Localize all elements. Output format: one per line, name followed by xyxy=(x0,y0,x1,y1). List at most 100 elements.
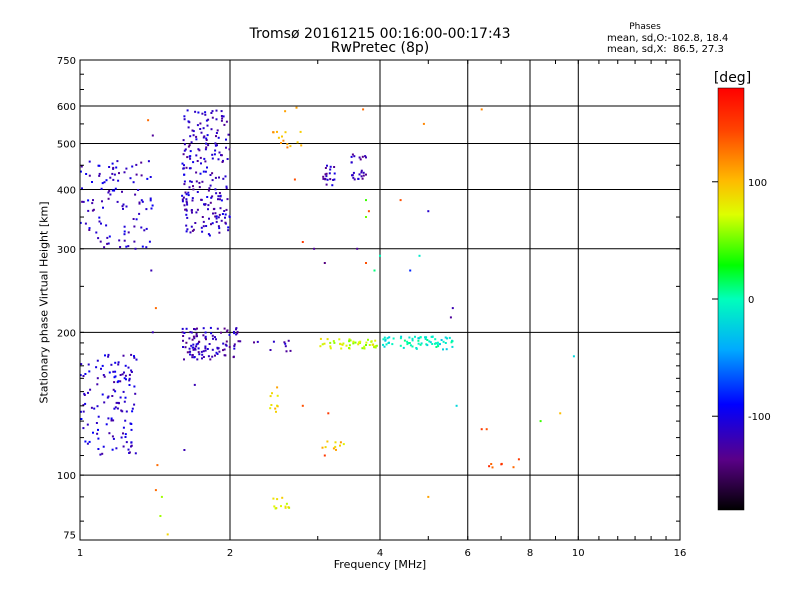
data-point xyxy=(225,146,227,149)
data-point xyxy=(125,205,128,208)
data-point xyxy=(440,339,443,341)
data-point xyxy=(236,330,239,333)
data-point xyxy=(276,498,279,501)
data-point xyxy=(192,348,195,351)
data-point xyxy=(192,346,195,349)
data-point xyxy=(364,155,367,158)
data-point xyxy=(442,340,445,343)
data-point xyxy=(123,171,126,174)
data-points xyxy=(79,106,575,536)
grid-lines xyxy=(80,60,680,540)
data-point xyxy=(222,177,225,180)
data-point xyxy=(417,337,420,340)
data-point xyxy=(182,339,184,342)
data-point xyxy=(84,373,87,375)
data-point xyxy=(83,392,86,395)
data-point xyxy=(86,423,89,426)
data-point xyxy=(220,154,223,157)
data-point xyxy=(191,356,194,359)
data-point xyxy=(334,445,337,448)
colorbar-tick-label: 100 xyxy=(748,178,767,189)
data-point xyxy=(197,148,200,151)
data-point xyxy=(98,164,101,167)
data-point xyxy=(439,343,441,346)
data-point xyxy=(206,166,208,169)
data-point xyxy=(214,176,217,179)
data-point xyxy=(228,333,231,336)
data-point xyxy=(198,149,201,152)
data-point xyxy=(135,163,138,166)
x-tick-label: 4 xyxy=(377,548,383,559)
data-point xyxy=(322,177,325,180)
data-point xyxy=(183,204,186,207)
data-point xyxy=(107,191,110,194)
data-point xyxy=(196,208,199,211)
data-point xyxy=(124,396,127,399)
data-point xyxy=(195,180,198,183)
data-point xyxy=(209,201,212,204)
data-point xyxy=(132,181,135,184)
colorbar-ticks: 100 0 -100 xyxy=(712,178,771,423)
data-point xyxy=(365,344,367,346)
data-point xyxy=(185,166,188,169)
data-point xyxy=(118,239,121,242)
data-point xyxy=(205,139,208,141)
data-point xyxy=(120,436,123,439)
data-point xyxy=(450,341,453,344)
data-point xyxy=(222,349,224,352)
data-point xyxy=(217,225,220,228)
data-point xyxy=(151,331,154,334)
data-point xyxy=(128,373,131,376)
data-point xyxy=(98,174,101,177)
data-point xyxy=(351,174,353,177)
data-point xyxy=(373,346,376,349)
data-point xyxy=(105,224,108,227)
data-point xyxy=(181,327,184,330)
data-point xyxy=(89,388,92,391)
data-point xyxy=(107,242,110,245)
data-point xyxy=(200,198,203,201)
data-point xyxy=(106,242,109,245)
data-point xyxy=(112,370,115,373)
data-point xyxy=(205,137,208,140)
data-point xyxy=(328,172,331,175)
data-point xyxy=(451,339,453,342)
data-point xyxy=(339,441,342,444)
data-point xyxy=(329,341,332,344)
data-point xyxy=(181,198,184,201)
data-point xyxy=(428,340,431,343)
data-point xyxy=(140,174,143,177)
data-point xyxy=(189,150,192,153)
data-point xyxy=(192,228,195,231)
data-point xyxy=(122,426,125,429)
data-point xyxy=(209,358,212,361)
data-point xyxy=(276,405,279,408)
data-point xyxy=(182,346,184,348)
data-point xyxy=(202,225,205,228)
data-point xyxy=(207,355,210,358)
data-point xyxy=(220,115,223,117)
data-point xyxy=(216,144,218,147)
data-point xyxy=(225,185,228,188)
data-point xyxy=(96,359,99,362)
data-point xyxy=(188,337,191,340)
data-point xyxy=(227,229,230,232)
data-point xyxy=(214,149,217,152)
data-point xyxy=(207,204,210,207)
data-point xyxy=(201,230,204,233)
data-point xyxy=(214,336,216,339)
data-point xyxy=(206,134,209,137)
data-point xyxy=(185,213,188,216)
data-point xyxy=(82,200,85,203)
data-point xyxy=(329,165,332,168)
data-point xyxy=(118,172,120,175)
data-point xyxy=(222,159,224,162)
data-point xyxy=(361,347,364,350)
data-point xyxy=(274,507,277,510)
data-point xyxy=(111,189,114,192)
data-point xyxy=(186,156,189,159)
data-point xyxy=(102,374,105,376)
data-point xyxy=(84,440,87,443)
colorbar xyxy=(717,87,745,511)
data-point xyxy=(345,344,348,347)
